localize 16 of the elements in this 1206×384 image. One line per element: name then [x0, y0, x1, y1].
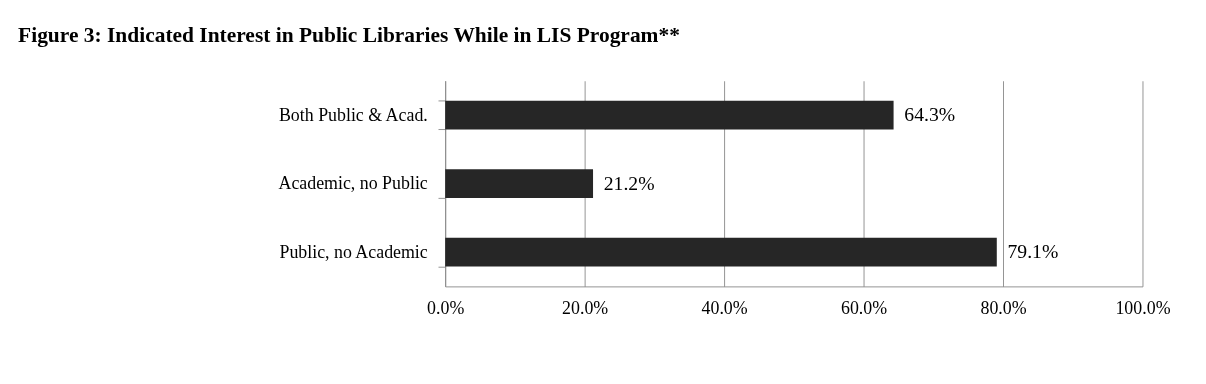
data-label: 21.2% [603, 171, 655, 194]
bar [445, 169, 594, 199]
x-tick-label: 100.0% [1115, 297, 1171, 318]
data-label: 79.1% [1007, 240, 1059, 263]
y-tick-label: Academic, no Public [278, 173, 428, 194]
x-tick-label: 20.0% [562, 297, 609, 318]
bar [445, 100, 894, 130]
y-tick-label: Both Public & Acad. [278, 104, 428, 125]
y-tick-label: Public, no Academic [279, 241, 428, 262]
x-tick-label: 40.0% [701, 297, 748, 318]
data-label: 64.3% [904, 103, 956, 126]
chart-title: Figure 3: Indicated Interest in Public Libraries While in LIS Program** [18, 23, 680, 48]
x-tick-label: 80.0% [980, 297, 1027, 318]
x-tick-label: 0.0% [427, 297, 465, 318]
x-tick-label: 60.0% [840, 297, 888, 318]
bar [445, 237, 997, 267]
